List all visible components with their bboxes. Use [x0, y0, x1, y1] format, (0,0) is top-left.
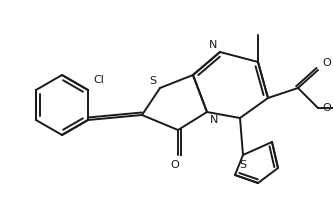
Text: S: S — [239, 160, 246, 170]
Text: O: O — [170, 160, 179, 170]
Text: Cl: Cl — [93, 75, 104, 85]
Text: O: O — [322, 58, 331, 68]
Text: S: S — [149, 76, 156, 86]
Text: N: N — [210, 115, 218, 125]
Text: O: O — [322, 103, 331, 113]
Text: N: N — [209, 40, 217, 50]
